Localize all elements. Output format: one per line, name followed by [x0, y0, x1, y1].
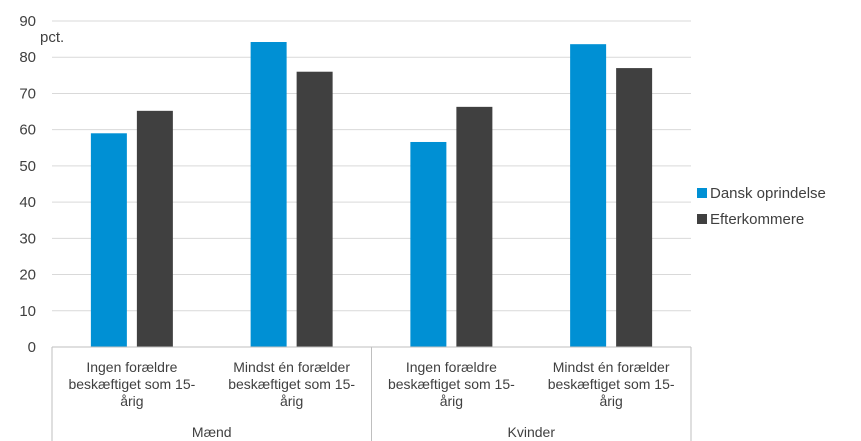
y-tick-label: 0: [28, 339, 36, 356]
x-group-label: Mænd: [192, 424, 232, 440]
y-tick-label: 30: [19, 230, 36, 247]
y-unit-label: pct.: [40, 29, 64, 46]
y-tick-label: 20: [19, 267, 36, 284]
x-category-label: beskæftiget som 15-: [68, 376, 195, 392]
x-category-label: årig: [280, 393, 303, 409]
bar: [570, 44, 607, 347]
y-tick-label: 50: [19, 158, 36, 175]
x-category-label: beskæftiget som 15-: [228, 376, 355, 392]
x-category-label: beskæftiget som 15-: [388, 376, 515, 392]
x-category-label: årig: [120, 393, 143, 409]
x-category-label: beskæftiget som 15-: [548, 376, 675, 392]
x-category-label: Mindst én forælder: [553, 359, 670, 375]
y-tick-label: 60: [19, 122, 36, 139]
bars: [90, 42, 653, 348]
bar: [296, 71, 333, 347]
bar: [410, 141, 447, 347]
bar: [90, 133, 127, 347]
y-tick-label: 90: [19, 13, 36, 30]
x-group-label: Kvinder: [508, 424, 556, 440]
x-category-label: Ingen forældre: [406, 359, 497, 375]
y-tick-label: 80: [19, 49, 36, 66]
y-tick-label: 10: [19, 303, 36, 320]
legend: Dansk oprindelse Efterkommere: [697, 185, 826, 228]
y-axis-ticks: 0 10 20 30 40 50 60 70 80 90: [19, 13, 36, 356]
legend-swatch: [697, 188, 707, 198]
legend-label: Efterkommere: [710, 211, 804, 228]
y-tick-label: 70: [19, 85, 36, 102]
bar: [456, 106, 493, 347]
legend-label: Dansk oprindelse: [710, 185, 826, 202]
bar: [250, 42, 287, 348]
bar: [136, 110, 173, 347]
x-category-label: Mindst én forælder: [233, 359, 350, 375]
y-tick-label: 40: [19, 194, 36, 211]
x-category-label: årig: [599, 393, 622, 409]
legend-swatch: [697, 214, 707, 224]
x-category-label: Ingen forældre: [86, 359, 177, 375]
x-category-label: årig: [440, 393, 463, 409]
bar: [616, 68, 653, 347]
